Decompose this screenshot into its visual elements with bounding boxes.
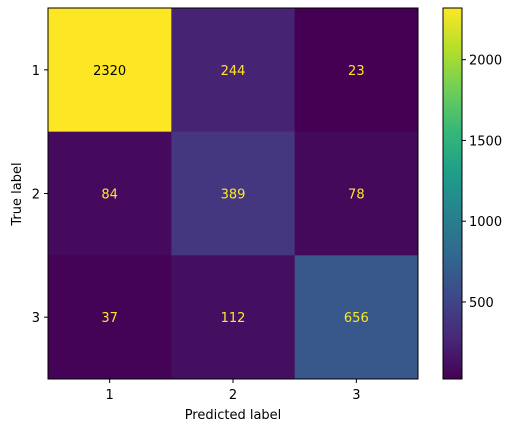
y-tick-label: 2 [32,188,40,203]
cell-value-label: 37 [101,311,118,326]
heatmap-cell [48,131,172,256]
heatmap-cell [48,8,172,133]
y-axis-ticks: 1 2 3 [32,64,48,326]
heatmap-cell [171,255,296,380]
x-tick-label: 1 [106,388,114,403]
colorbar [442,7,463,380]
cell-value-label: 23 [348,64,365,79]
y-axis-label: True label [10,162,25,226]
x-tick-label: 3 [352,388,360,403]
cell-value-label: 78 [348,188,365,203]
x-tick-label: 2 [229,388,237,403]
colorbar-tick-label: 1500 [469,134,502,149]
cell-value-label: 244 [221,64,246,79]
cell-value-label: 2320 [93,64,126,79]
colorbar-tick-label: 1000 [469,215,502,230]
heatmap-cell [171,8,296,133]
heatmap-cell-labels: 2320 244 23 84 389 78 37 112 656 [93,64,369,326]
heatmap-cell [294,131,419,256]
cell-value-label: 112 [221,311,246,326]
heatmap-cell [171,131,296,256]
colorbar-tick-label: 500 [469,296,494,311]
cell-value-label: 84 [101,188,118,203]
cell-value-label: 656 [344,311,369,326]
heatmap-cell [294,255,419,380]
y-tick-label: 1 [32,64,40,79]
x-axis-label: Predicted label [185,408,282,423]
colorbar-tick-label: 2000 [469,54,502,69]
heatmap-cell [294,8,419,133]
y-tick-label: 3 [32,311,40,326]
heatmap-cell [48,255,172,380]
colorbar-ticks: 500 1000 1500 2000 [462,54,502,311]
cell-value-label: 389 [221,188,246,203]
x-axis-ticks: 1 2 3 [106,379,360,403]
heatmap-cells [48,8,419,380]
